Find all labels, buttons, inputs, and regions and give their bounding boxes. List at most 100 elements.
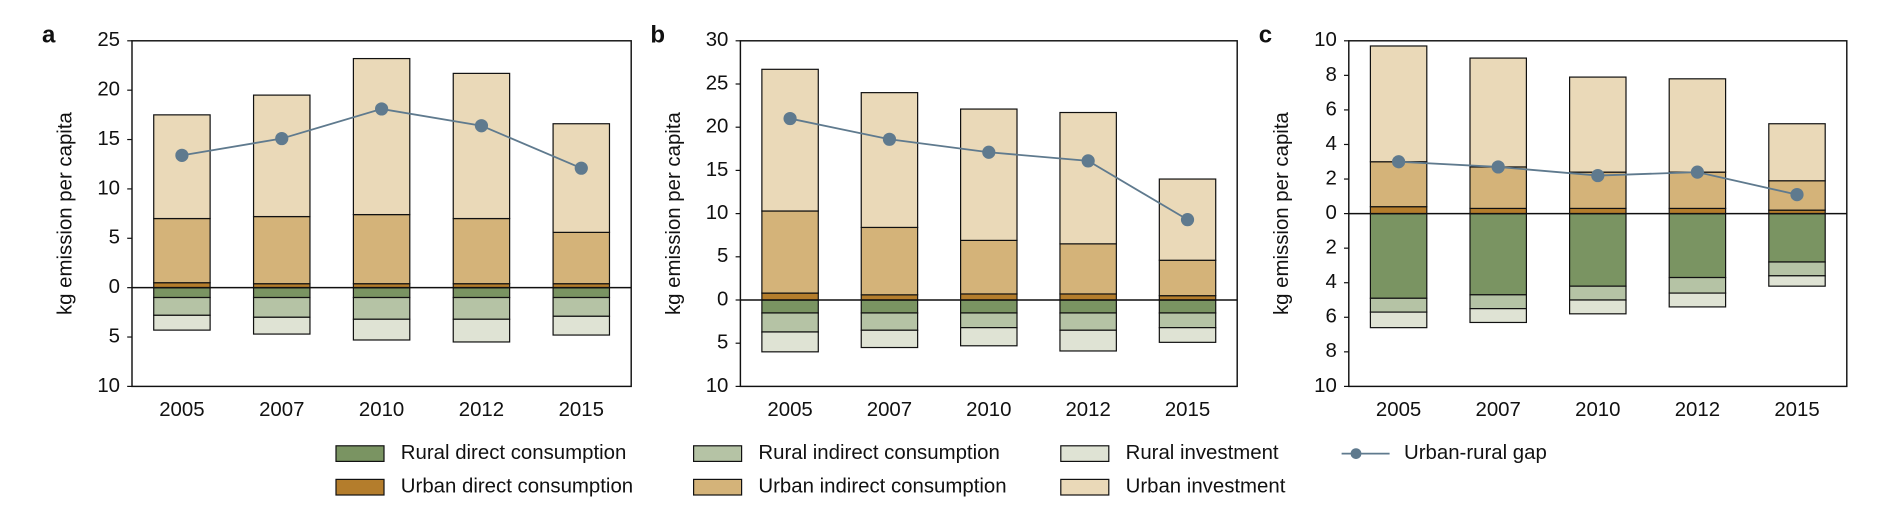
y-tick-label: 0 <box>109 276 120 298</box>
bar-segment <box>860 92 919 229</box>
bar-segment <box>252 94 311 218</box>
y-tick-label: 10 <box>706 202 729 224</box>
panel-label: a <box>42 21 56 48</box>
bar-segment <box>552 315 611 336</box>
bar-segment <box>1469 213 1527 296</box>
y-tick-label: 25 <box>97 29 120 51</box>
bar-segment <box>1469 57 1527 168</box>
y-tick-label: 8 <box>1325 340 1336 362</box>
plot-frame <box>739 40 1238 388</box>
bar-segment <box>860 299 919 314</box>
y-tick-label: 20 <box>97 79 120 101</box>
x-tick-label: 2010 <box>1575 399 1620 421</box>
bar-segment <box>1059 299 1117 314</box>
x-tick-label: 2005 <box>767 399 812 421</box>
y-axis-label: kg emission per capita <box>54 112 76 316</box>
x-tick-label: 2007 <box>259 399 304 421</box>
bar-segment <box>761 210 819 294</box>
y-tick-label: 10 <box>97 375 120 397</box>
y-tick-label: 5 <box>109 325 120 347</box>
bar-segment <box>761 312 819 333</box>
bar-segment <box>1369 161 1428 208</box>
bar-segment <box>1768 123 1826 182</box>
bar-segment <box>960 108 1018 241</box>
y-tick-label: 10 <box>706 375 729 397</box>
x-tick-label: 2005 <box>1376 399 1421 421</box>
bar-segment <box>153 296 211 316</box>
legend-marker <box>1350 448 1362 459</box>
gap-point <box>474 119 489 133</box>
gap-point <box>982 145 996 159</box>
gap-point <box>1690 165 1704 179</box>
x-tick-label: 2005 <box>159 399 204 421</box>
bar-segment <box>452 296 511 320</box>
gap-point <box>574 161 588 175</box>
bar-segment <box>552 123 611 233</box>
y-tick-label: 30 <box>706 29 729 51</box>
bar-segment <box>153 217 211 284</box>
bar-segment <box>252 215 311 285</box>
y-tick-label: 8 <box>1325 64 1336 86</box>
legend-label: Urban direct consumption <box>401 476 633 498</box>
bar-segment <box>1768 261 1826 277</box>
bar-segment <box>761 292 819 301</box>
x-tick-label: 2012 <box>1675 399 1720 421</box>
bar-segment <box>1158 299 1217 314</box>
bar-segment <box>1059 329 1117 352</box>
bar-segment <box>1469 308 1527 324</box>
y-tick-label: 0 <box>1325 202 1336 224</box>
legend-swatch <box>693 478 743 496</box>
bar-segment <box>1768 213 1826 263</box>
legend-label: Rural direct consumption <box>401 442 627 464</box>
bar-segment <box>1569 213 1627 287</box>
x-tick-label: 2010 <box>966 399 1011 421</box>
x-tick-label: 2015 <box>1774 399 1819 421</box>
bar-segment <box>452 72 511 220</box>
x-tick-label: 2012 <box>459 399 504 421</box>
bar-segment <box>1369 206 1428 215</box>
bar-segment <box>1569 299 1627 315</box>
bar-segment <box>1369 213 1428 299</box>
y-tick-label: 5 <box>717 245 728 267</box>
bar-segment <box>153 314 211 331</box>
bar-segment <box>1668 212 1727 279</box>
bar-segment <box>761 299 819 314</box>
y-tick-label: 2 <box>1325 167 1336 189</box>
bar-segment <box>452 318 511 343</box>
y-tick-label: 5 <box>717 332 728 354</box>
legend-label: Urban-rural gap <box>1404 442 1547 464</box>
y-tick-label: 10 <box>1314 375 1337 397</box>
bar-segment <box>1768 275 1826 287</box>
bar-segment <box>452 287 511 299</box>
y-tick-label: 2 <box>1325 237 1336 259</box>
gap-point <box>783 111 797 126</box>
legend-swatch <box>1060 478 1110 496</box>
bar-segment <box>552 287 611 299</box>
y-axis-label: kg emission per capita <box>663 112 685 316</box>
bar-segment <box>1158 259 1217 297</box>
bar-segment <box>761 331 819 353</box>
bar-segment <box>1469 294 1527 310</box>
gap-point <box>375 102 389 116</box>
legend-label: Rural indirect consumption <box>758 442 999 464</box>
bar-segment <box>960 293 1018 301</box>
x-tick-label: 2012 <box>1065 399 1110 421</box>
x-tick-label: 2010 <box>359 399 404 421</box>
bar-segment <box>1668 292 1727 308</box>
bar-segment <box>352 296 411 320</box>
bar-segment <box>1158 312 1217 329</box>
bar-segment <box>1668 78 1727 173</box>
bar-segment <box>1059 111 1117 245</box>
bar-segment <box>761 68 819 212</box>
bar-segment <box>1059 243 1117 295</box>
y-axis-label: kg emission per capita <box>1271 112 1293 316</box>
gap-point <box>275 131 289 146</box>
bar-segment <box>1668 276 1727 294</box>
bar-segment <box>352 213 411 285</box>
bar-segment <box>860 226 919 296</box>
bar-segment <box>1059 312 1117 331</box>
y-tick-label: 4 <box>1325 133 1336 155</box>
y-tick-label: 10 <box>97 177 120 199</box>
bar-segment <box>252 296 311 318</box>
